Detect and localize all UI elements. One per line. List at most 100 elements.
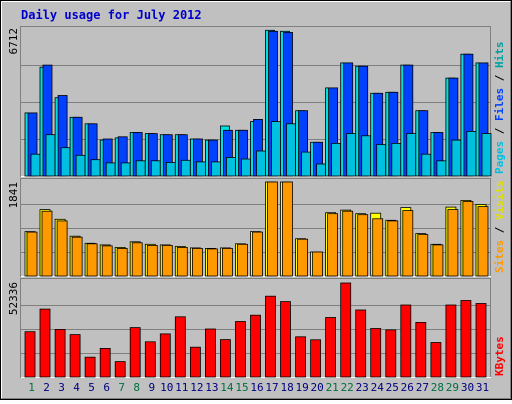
bar-pages-day-19 — [301, 151, 312, 177]
bar-kbytes-day-2 — [39, 308, 51, 378]
bar-kbytes-day-28 — [430, 342, 442, 378]
bar-pages-day-5 — [90, 159, 101, 177]
bar-pages-day-22 — [346, 133, 357, 177]
panel-visits-legend: Sites / Visits — [493, 180, 506, 273]
bar-kbytes-day-30 — [460, 300, 472, 378]
bar-sites-day-5 — [86, 243, 98, 277]
bar-pages-day-30 — [466, 130, 477, 177]
x-tick-label-day-15: 15 — [235, 381, 248, 394]
x-tick-label-day-24: 24 — [371, 381, 385, 394]
x-tick-label-day-14: 14 — [220, 381, 234, 394]
x-tick-label-day-17: 17 — [265, 381, 278, 394]
x-tick-label-day-7: 7 — [118, 381, 125, 394]
legend-sites: Sites — [493, 240, 506, 273]
x-tick-label-day-27: 27 — [416, 381, 429, 394]
bar-pages-day-26 — [406, 133, 417, 177]
bar-sites-day-26 — [402, 210, 414, 277]
bar-kbytes-day-1 — [24, 331, 36, 378]
bar-kbytes-day-16 — [250, 314, 261, 378]
bar-kbytes-day-25 — [385, 329, 397, 378]
bar-sites-day-31 — [477, 206, 489, 277]
x-tick-label-day-16: 16 — [250, 381, 263, 394]
x-tick-label-day-18: 18 — [280, 381, 293, 394]
bar-kbytes-day-10 — [159, 333, 171, 378]
bar-kbytes-day-15 — [235, 321, 246, 378]
bar-pages-day-23 — [361, 135, 372, 177]
x-tick-label-day-1: 1 — [28, 381, 35, 394]
bar-kbytes-day-7 — [114, 361, 126, 378]
x-tick-label-day-6: 6 — [103, 381, 110, 394]
bar-kbytes-day-26 — [400, 304, 412, 378]
bar-sites-day-8 — [131, 242, 143, 277]
bar-kbytes-day-20 — [310, 339, 322, 378]
legend-kbytes: KBytes — [493, 336, 506, 376]
bar-sites-day-1 — [26, 231, 38, 277]
x-tick-label-day-25: 25 — [386, 381, 399, 394]
panel-kbytes: 52336 KBytes — [7, 278, 506, 378]
x-tick-label-day-9: 9 — [148, 381, 155, 394]
bar-sites-day-12 — [191, 247, 203, 277]
panel-hits-ymax-label: 6712 — [7, 28, 20, 55]
bar-pages-day-4 — [75, 154, 86, 177]
bar-kbytes-day-11 — [174, 316, 186, 378]
bar-pages-day-3 — [60, 147, 71, 177]
bar-sites-day-23 — [357, 214, 369, 277]
panel-kbytes-legend: KBytes — [493, 336, 506, 376]
bar-sites-day-27 — [417, 234, 429, 277]
bar-sites-day-6 — [101, 245, 113, 277]
x-tick-label-day-13: 13 — [205, 381, 218, 394]
bar-sites-day-2 — [41, 210, 53, 277]
bar-kbytes-day-29 — [445, 304, 457, 378]
legend-visits: Visits — [493, 180, 506, 220]
bar-kbytes-day-19 — [295, 336, 307, 378]
x-tick-label-day-19: 19 — [295, 381, 308, 394]
bar-kbytes-day-4 — [69, 334, 81, 378]
panel-visits-ymax-label: 1841 — [7, 182, 20, 209]
bar-kbytes-day-14 — [219, 339, 231, 378]
bar-pages-day-21 — [331, 142, 342, 177]
bar-sites-day-10 — [161, 244, 173, 277]
bar-sites-day-29 — [447, 209, 459, 277]
bar-kbytes-day-17 — [265, 295, 276, 378]
bar-sites-day-17 — [267, 181, 278, 277]
legend-separator: / — [493, 68, 506, 88]
bar-kbytes-day-22 — [340, 282, 352, 378]
x-tick-label-day-29: 29 — [446, 381, 459, 394]
bar-pages-day-27 — [421, 153, 432, 177]
bar-pages-day-8 — [135, 160, 146, 177]
panel-visits-bars — [24, 181, 489, 277]
bar-sites-day-30 — [462, 201, 474, 277]
bar-sites-day-22 — [342, 210, 354, 277]
svg-text:Pages / Files / Hits: Pages / Files / Hits — [493, 42, 506, 175]
x-tick-label-day-28: 28 — [431, 381, 444, 394]
bar-sites-day-11 — [176, 246, 188, 277]
x-tick-label-day-4: 4 — [73, 381, 80, 394]
bar-sites-day-14 — [221, 247, 233, 277]
bar-kbytes-day-31 — [475, 303, 487, 378]
bar-sites-day-28 — [432, 244, 444, 277]
bar-sites-day-15 — [237, 243, 248, 277]
legend-separator: / — [493, 121, 506, 141]
x-tick-label-day-3: 3 — [58, 381, 65, 394]
bar-pages-day-12 — [195, 161, 206, 177]
bar-pages-day-13 — [210, 161, 221, 177]
legend-files: Files — [493, 88, 506, 121]
bar-kbytes-day-21 — [325, 317, 337, 378]
bar-sites-day-16 — [252, 231, 263, 277]
bar-pages-day-25 — [391, 142, 402, 177]
bar-pages-day-31 — [481, 133, 492, 177]
x-tick-label-day-12: 12 — [190, 381, 203, 394]
bar-kbytes-day-6 — [99, 347, 111, 378]
bar-sites-day-24 — [372, 218, 384, 277]
bar-pages-day-29 — [451, 139, 462, 177]
bar-kbytes-day-8 — [129, 327, 141, 378]
bar-pages-day-20 — [316, 163, 327, 177]
bar-sites-day-3 — [56, 220, 68, 277]
bar-kbytes-day-3 — [54, 328, 66, 378]
legend-separator: / — [493, 220, 506, 240]
legend-hits: Hits — [493, 42, 506, 69]
svg-text:Sites / Visits: Sites / Visits — [493, 180, 506, 273]
x-tick-label-day-2: 2 — [43, 381, 50, 394]
